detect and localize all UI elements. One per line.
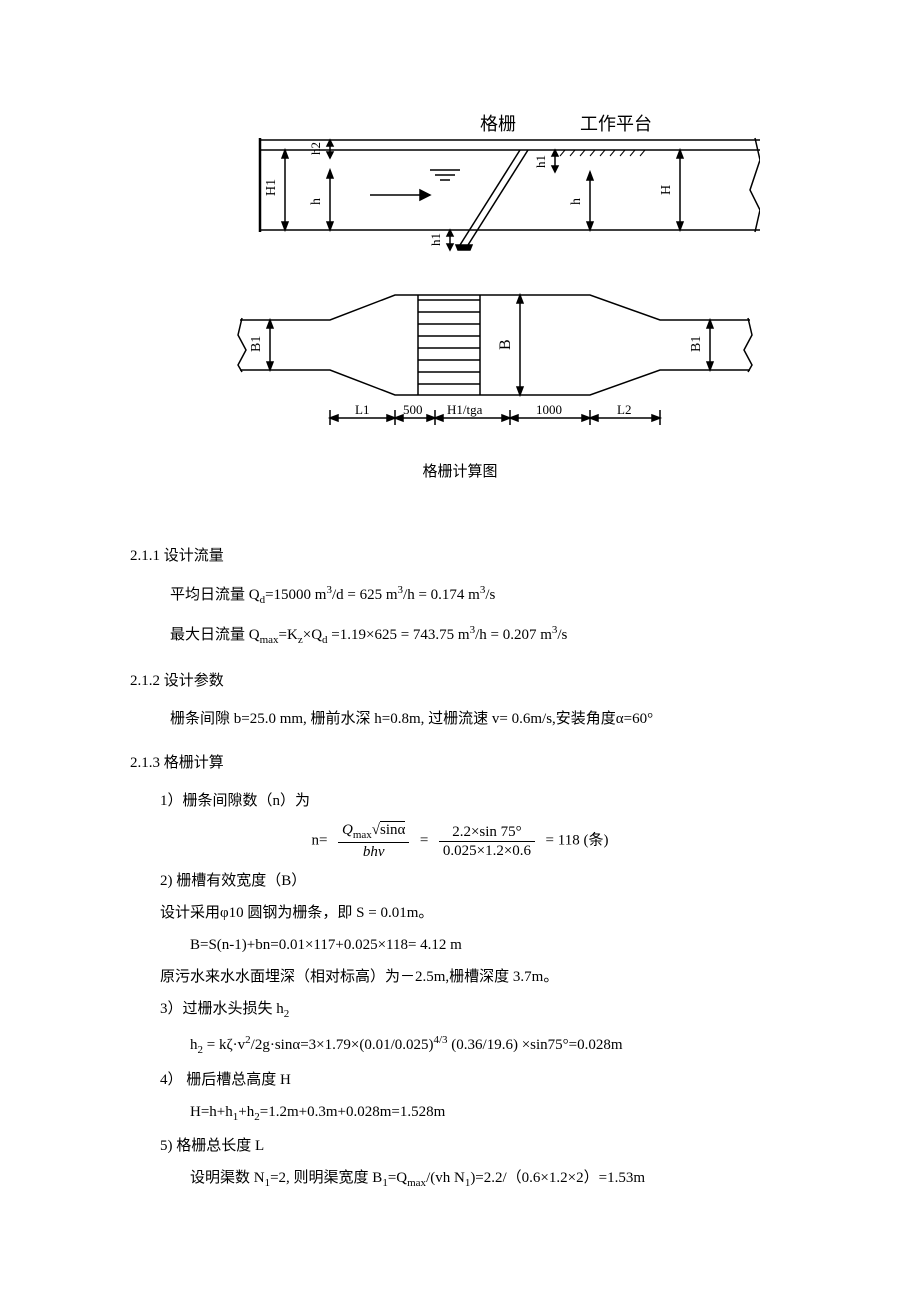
label-B1-r: B1 [689,336,704,352]
label-h1-r: h1 [533,155,548,168]
label-1000: 1000 [536,402,562,417]
s3-item2: 2) 栅槽有效宽度（B） [160,869,790,893]
s3-item2-l2: B=S(n-1)+bn=0.01×117+0.025×118= 4.12 m [190,933,790,957]
label-B: B [497,339,514,350]
label-500: 500 [403,402,423,417]
s1-line1: 平均日流量 Qd=15000 m3/d = 625 m3/h = 0.174 m… [170,582,790,610]
label-h1-bot: h1 [428,233,443,246]
s1-line2: 最大日流量 Qmax=Kz×Qd =1.19×625 = 743.75 m3/h… [170,622,790,650]
label-H1: H1 [264,179,279,196]
diagram-plan-view: B1 B B1 L1 500 H1/tga 1000 L2 [130,280,790,440]
diagram-caption: 格栅计算图 [130,460,790,484]
label-h: h [309,198,324,205]
s3-item2-l3: 原污水来水水面埋深（相对标高）为－2.5m,栅槽深度 3.7m。 [160,965,790,989]
s3-item4: 4） 栅后槽总高度 H [160,1068,790,1092]
s3-item5-l1: 设明渠数 N1=2, 则明渠宽度 B1=Qmax/(vh N1)=2.2/（0.… [190,1166,790,1193]
label-L2: L2 [617,402,631,417]
label-h2-top: h2 [308,142,323,155]
plan-view-svg: B1 B B1 L1 500 H1/tga 1000 L2 [160,280,760,440]
label-h-r: h [569,198,584,205]
s3-item3: 3）过栅水头损失 h2 [160,997,790,1024]
section-213-heading: 2.1.3 格栅计算 [130,751,790,775]
s3-item1: 1）栅条间隙数（n）为 [160,789,790,813]
label-platform: 工作平台 [580,114,652,134]
diagram-side-view: 格栅 工作平台 H1 h h2 h1 h1 h H [130,100,790,260]
label-H: H [659,185,674,195]
label-H1tga: H1/tga [447,402,483,417]
section-211-heading: 2.1.1 设计流量 [130,544,790,568]
s3-item4-l1: H=h+h1+h2=1.2m+0.3m+0.028m=1.528m [190,1100,790,1127]
s3-formula: n= Qmax√sinα bhv = 2.2×sin 75° 0.025×1.2… [130,821,790,861]
label-L1: L1 [355,402,369,417]
s2-line1: 栅条间隙 b=25.0 mm, 栅前水深 h=0.8m, 过栅流速 v= 0.6… [170,707,790,731]
s3-item5: 5) 格栅总长度 L [160,1134,790,1158]
label-geshan: 格栅 [480,114,516,134]
s3-item2-l1: 设计采用φ10 圆钢为栅条，即 S = 0.01m。 [160,901,790,925]
section-212-heading: 2.1.2 设计参数 [130,669,790,693]
side-view-svg: 格栅 工作平台 H1 h h2 h1 h1 h H [160,100,760,260]
label-B1-l: B1 [249,336,264,352]
s3-item3-l1: h2 = kζ·v2/2g·sinα=3×1.79×(0.01/0.025)4/… [190,1032,790,1060]
